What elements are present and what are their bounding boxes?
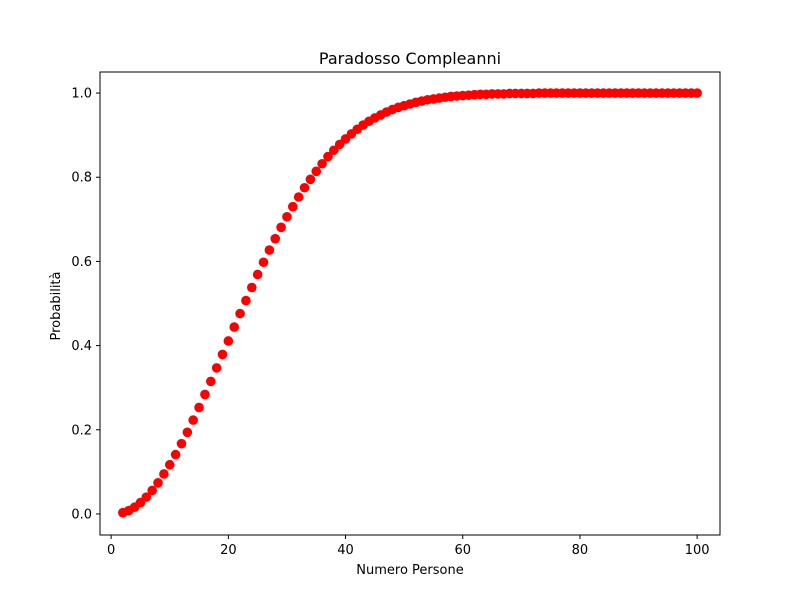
y-tick-label: 0.4 — [71, 339, 92, 354]
data-point — [211, 363, 222, 373]
x-tick-label: 80 — [572, 543, 589, 558]
axes: 0 20 40 60 80 100 0.0 0.2 0.4 0.6 0.8 1.0 — [71, 71, 721, 558]
data-point — [188, 415, 198, 425]
y-axis-label: Probabilità — [49, 272, 64, 341]
y-tick-label: 0.2 — [71, 423, 92, 438]
data-point — [217, 349, 228, 360]
data-point — [323, 151, 333, 162]
x-tick-label: 100 — [685, 543, 710, 558]
data-point — [288, 201, 298, 212]
y-tick-label: 0.8 — [71, 171, 92, 186]
y-tick-label: 0.0 — [71, 507, 92, 522]
data-point — [170, 449, 181, 460]
data-point — [252, 269, 263, 280]
x-tick-label: 0 — [107, 543, 115, 558]
x-tick-label: 40 — [337, 543, 354, 558]
y-tick-label: 0.6 — [71, 255, 92, 270]
x-tick-label: 60 — [454, 543, 471, 558]
data-point — [200, 389, 210, 400]
data-point — [241, 295, 251, 306]
data-points — [118, 88, 702, 518]
plot-frame — [99, 71, 721, 536]
data-point — [141, 492, 152, 502]
data-point — [182, 427, 193, 438]
data-point — [305, 174, 316, 185]
data-point — [246, 282, 257, 293]
data-point — [176, 438, 187, 449]
data-point — [205, 376, 216, 387]
data-point — [147, 485, 157, 496]
x-axis-label: Numero Persone — [356, 563, 463, 578]
data-point — [229, 322, 239, 332]
data-point — [293, 192, 304, 202]
data-point — [282, 211, 292, 222]
data-point — [276, 222, 286, 233]
data-point — [258, 257, 269, 268]
data-point — [223, 336, 234, 346]
data-point — [153, 478, 163, 488]
data-point — [329, 145, 339, 156]
data-point — [235, 308, 245, 319]
data-point — [270, 233, 281, 244]
data-point — [164, 459, 175, 470]
data-point — [692, 88, 702, 98]
chart-title: Paradosso Compleanni — [319, 49, 501, 68]
x-tick-label: 20 — [220, 543, 237, 558]
data-point — [311, 166, 322, 177]
data-point — [317, 158, 327, 169]
y-tick-label: 1.0 — [71, 87, 92, 102]
data-point — [264, 245, 275, 255]
data-point — [299, 182, 310, 193]
data-point — [159, 469, 169, 479]
data-point — [194, 402, 204, 413]
